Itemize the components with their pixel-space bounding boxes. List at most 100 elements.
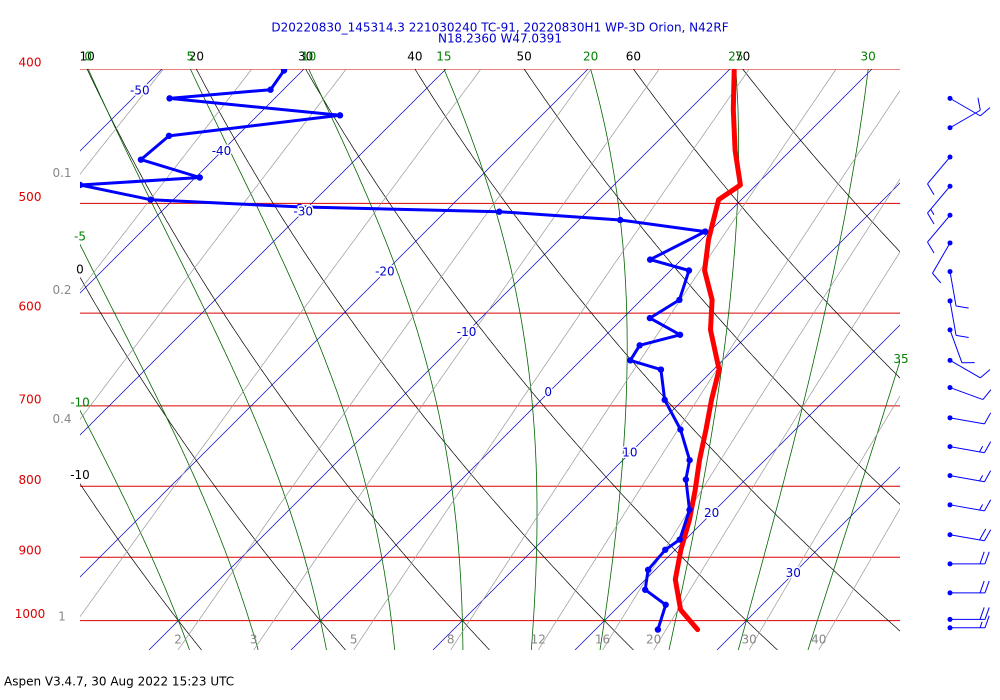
- moist-adiabat-label: 30: [861, 50, 876, 64]
- mixing-ratio-line: [450, 69, 837, 650]
- wind-barb: [947, 357, 991, 379]
- dry-adiabat-label: 40: [407, 50, 422, 64]
- barb-feather: [927, 241, 935, 254]
- barb-feather: [930, 208, 935, 215]
- moist-adiabat-label: 5: [187, 50, 195, 64]
- mixing-ratio-label: 16: [595, 633, 610, 647]
- dry-adiabat-label: 30: [298, 50, 313, 64]
- dry-adiabat: [80, 276, 346, 650]
- isotherm: [574, 324, 900, 650]
- wind-barb: [947, 441, 992, 454]
- profile-point: [676, 331, 684, 338]
- isotherm: [80, 69, 589, 578]
- barb-feather: [979, 369, 991, 379]
- mixing-ratio-label: 0.4: [52, 412, 71, 426]
- barb-feather: [984, 580, 990, 594]
- mixing-ratio-label: 40: [811, 633, 826, 647]
- profile-point: [646, 314, 654, 322]
- isotherm: [80, 69, 305, 294]
- isotherm: [80, 69, 447, 436]
- dry-adiabat-label: 0: [76, 262, 84, 276]
- profile-point: [682, 476, 690, 483]
- moist-adiabat-label: -10: [70, 396, 90, 410]
- wind-barb: [947, 298, 969, 338]
- profile-point: [676, 296, 683, 304]
- moist-adiabat-label: 0: [84, 50, 92, 64]
- mixing-ratio-label: 2: [174, 633, 182, 647]
- mixing-ratio-line: [80, 69, 347, 421]
- y-tick-label: 800: [19, 473, 42, 487]
- barb-feather: [984, 412, 992, 425]
- isotherm-label: -10: [457, 325, 477, 339]
- dry-adiabat-label: 50: [516, 50, 531, 64]
- barb-feather: [984, 499, 992, 512]
- barb-feather: [979, 107, 991, 117]
- y-tick-label: 600: [19, 300, 42, 314]
- mixing-ratio-label: 1: [58, 610, 66, 624]
- mixing-ratio-label: 3: [250, 633, 258, 647]
- barb-staff: [949, 534, 985, 542]
- dry-adiabat-label: 70: [735, 50, 750, 64]
- wind-barb: [947, 269, 969, 309]
- dry-adiabat-label: 60: [626, 50, 641, 64]
- moist-adiabat: [668, 69, 739, 650]
- isotherm-label: 10: [622, 446, 637, 460]
- dry-adiabat: [414, 69, 900, 632]
- wind-barb: [927, 212, 953, 254]
- profile-point: [147, 196, 154, 203]
- barb-staff: [949, 475, 985, 483]
- wind-barb: [947, 385, 992, 401]
- y-tick-label: 700: [19, 392, 42, 406]
- barb-feather: [955, 334, 969, 338]
- barb-feather: [979, 446, 984, 453]
- profile-line: [672, 69, 743, 633]
- profile-point: [496, 208, 503, 215]
- barb-staff: [927, 185, 951, 214]
- profile-point: [267, 86, 274, 93]
- profile-point: [661, 396, 668, 404]
- isotherm-label: 20: [704, 506, 719, 520]
- barb-feather: [982, 389, 992, 400]
- wind-barb: [947, 607, 990, 622]
- barb-staff: [949, 504, 985, 512]
- barb-staff: [949, 300, 957, 336]
- mixing-ratio-line: [818, 507, 900, 650]
- barb-feather: [979, 551, 985, 565]
- dry-adiabat: [523, 69, 900, 505]
- profile-point: [662, 601, 669, 608]
- isotherm-label: -20: [375, 265, 395, 279]
- barb-staff: [949, 446, 985, 454]
- y-tick-label: 400: [19, 56, 42, 70]
- moist-adiabat: [443, 69, 538, 650]
- moist-adiabat-label: 25: [728, 50, 743, 64]
- wind-barb: [947, 551, 990, 567]
- dry-adiabat: [305, 69, 778, 650]
- profile-point: [685, 267, 693, 274]
- barb-feather: [984, 529, 992, 542]
- barb-staff: [949, 329, 963, 363]
- wind-barb: [927, 183, 953, 225]
- barb-feather: [979, 607, 985, 620]
- profile-point: [165, 132, 173, 140]
- wind-barb: [927, 154, 953, 196]
- barb-feather: [979, 580, 985, 594]
- profile-point: [644, 566, 652, 573]
- moist-adiabat: [737, 69, 869, 650]
- y-tick-label: 1000: [15, 607, 46, 621]
- barb-feather: [979, 528, 987, 541]
- dry-adiabat: [633, 69, 900, 379]
- moist-adiabat: [590, 69, 628, 650]
- profile-point: [137, 156, 145, 163]
- wind-barb: [947, 528, 992, 542]
- profile-point: [280, 69, 288, 74]
- barb-staff: [927, 214, 951, 243]
- moist-adiabat-label: 15: [436, 50, 451, 64]
- dry-adiabat-label: 20: [189, 50, 204, 64]
- dry-adiabat-label: 10: [79, 50, 94, 64]
- y-tick-label: 900: [19, 544, 42, 558]
- wind-barb: [947, 580, 990, 596]
- moist-adiabat: [87, 69, 327, 650]
- moist-adiabat: [308, 69, 464, 650]
- mixing-ratio-line: [80, 69, 482, 618]
